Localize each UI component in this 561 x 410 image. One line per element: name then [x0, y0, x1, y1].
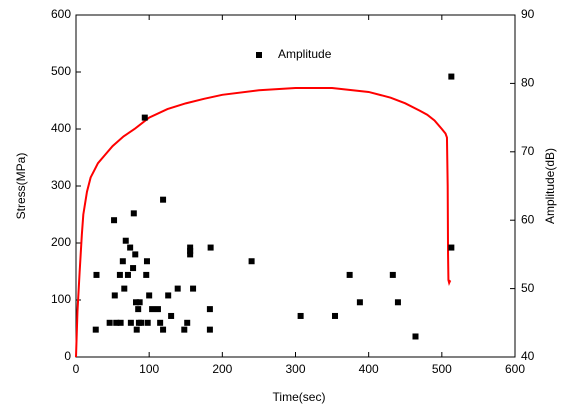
x-tick-label: 300: [285, 362, 305, 376]
scatter-point: [144, 319, 151, 326]
legend-marker: [256, 52, 262, 58]
scatter-point: [356, 299, 363, 306]
x-tick-label: 600: [505, 362, 525, 376]
scatter-point: [132, 299, 139, 306]
scatter-point: [136, 299, 143, 306]
y2-tick-label: 80: [521, 76, 535, 90]
scatter-point: [190, 285, 197, 292]
scatter-point: [248, 258, 255, 265]
scatter-point: [412, 333, 419, 340]
x-tick-label: 0: [73, 362, 80, 376]
x-tick-label: 200: [212, 362, 232, 376]
scatter-point: [184, 319, 191, 326]
y2-tick-label: 60: [521, 212, 535, 226]
scatter-point: [132, 251, 139, 258]
scatter-point: [448, 73, 455, 80]
scatter-point: [297, 312, 304, 319]
scatter-point: [187, 247, 194, 254]
scatter-point: [119, 258, 126, 265]
scatter-point: [143, 271, 150, 278]
scatter-point: [154, 306, 161, 313]
y-tick-label: 300: [51, 178, 71, 192]
scatter-point: [135, 306, 142, 313]
scatter-point: [93, 271, 100, 278]
scatter-point: [122, 237, 129, 244]
scatter-point: [130, 210, 137, 217]
y-axis-label: Stress(MPa): [14, 153, 28, 220]
y-tick-label: 400: [51, 121, 71, 135]
scatter-point: [168, 312, 175, 319]
scatter-point: [394, 299, 401, 306]
scatter-point: [187, 251, 194, 258]
scatter-point: [181, 326, 188, 333]
x-tick-label: 400: [359, 362, 379, 376]
scatter-point: [187, 244, 194, 251]
scatter-point: [124, 271, 131, 278]
scatter-point: [127, 244, 134, 251]
scatter-point: [165, 292, 172, 299]
stress-line: [75, 86, 452, 358]
scatter-point: [92, 326, 99, 333]
scatter-point: [389, 271, 396, 278]
y-tick-label: 500: [51, 64, 71, 78]
scatter-point: [207, 244, 214, 251]
legend-label: Amplitude: [278, 47, 332, 61]
scatter-point: [106, 319, 113, 326]
scatter-point: [157, 319, 164, 326]
x-axis-label: Time(sec): [273, 390, 326, 404]
scatter-point: [111, 217, 118, 224]
scatter-point: [206, 326, 213, 333]
y2-axis-label: Amplitude(dB): [543, 148, 557, 224]
y2-tick-label: 40: [521, 349, 535, 363]
scatter-point: [116, 271, 123, 278]
scatter-point: [121, 285, 128, 292]
scatter-point: [127, 319, 134, 326]
scatter-point: [141, 114, 148, 121]
scatter-point: [174, 285, 181, 292]
scatter-point: [143, 258, 150, 265]
scatter-point: [111, 292, 118, 299]
scatter-point: [113, 319, 120, 326]
scatter-point: [146, 292, 153, 299]
scatter-point: [133, 326, 140, 333]
x-tick-label: 100: [139, 362, 159, 376]
scatter-point: [346, 271, 353, 278]
scatter-point: [160, 196, 167, 203]
scatter-point: [160, 326, 167, 333]
x-tick-label: 500: [432, 362, 452, 376]
scatter-point: [117, 319, 124, 326]
y-tick-label: 100: [51, 292, 71, 306]
scatter-point: [206, 306, 213, 313]
plot-frame: [75, 14, 516, 358]
scatter-point: [130, 265, 137, 272]
y2-tick-label: 90: [521, 7, 535, 21]
y-tick-label: 600: [51, 7, 71, 21]
y2-tick-label: 50: [521, 281, 535, 295]
scatter-point: [448, 244, 455, 251]
scatter-point: [149, 306, 156, 313]
scatter-point: [332, 312, 339, 319]
scatter-point: [138, 319, 145, 326]
y2-tick-label: 70: [521, 144, 535, 158]
y-tick-label: 200: [51, 235, 71, 249]
y-tick-label: 0: [64, 349, 71, 363]
